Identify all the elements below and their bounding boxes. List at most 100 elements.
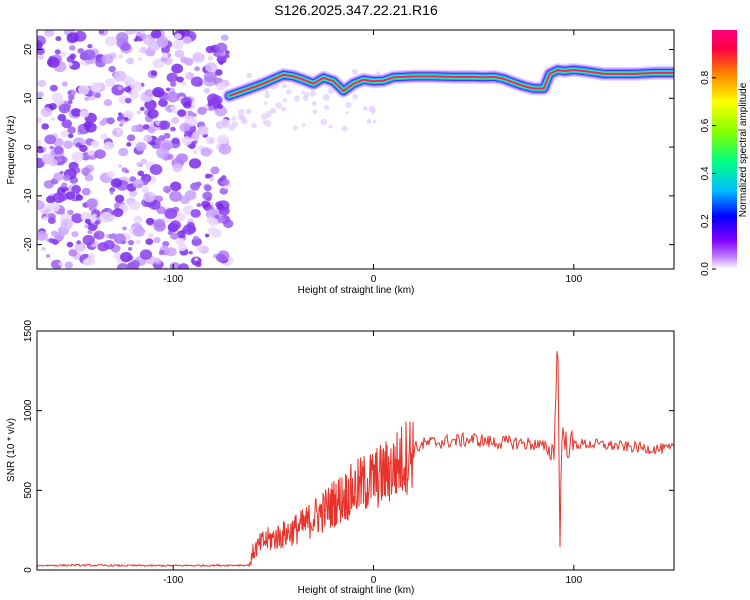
colorbar-label: Normalized spectral amplitude xyxy=(738,82,749,217)
spectrogram-y-ticks: -20 -10 0 10 20 xyxy=(23,44,674,252)
noise-blob xyxy=(71,231,79,238)
noise-blob xyxy=(84,96,90,102)
noise-blob xyxy=(177,109,187,117)
noise-blob xyxy=(206,216,215,224)
noise-blob xyxy=(147,127,152,132)
noise-blob xyxy=(37,147,44,154)
noise-blob xyxy=(37,91,44,98)
noise-blob xyxy=(172,39,184,50)
spectrogram-x-ticks: -100 0 100 xyxy=(163,30,583,285)
noise-blob xyxy=(263,101,268,105)
noise-blob xyxy=(150,30,162,39)
y-tick-label: 20 xyxy=(23,44,34,56)
noise-blob xyxy=(180,56,188,64)
noise-blob xyxy=(51,259,63,269)
noise-blob xyxy=(119,123,124,127)
noise-blob xyxy=(144,89,154,97)
noise-blob xyxy=(67,126,76,134)
noise-blob xyxy=(67,62,73,67)
noise-blob xyxy=(341,125,348,132)
noise-blob xyxy=(193,235,199,241)
noise-blob xyxy=(57,157,63,163)
noise-blob xyxy=(175,237,185,246)
spectrogram-x-label: Height of straight line (km) xyxy=(298,285,415,296)
noise-blob xyxy=(281,83,287,89)
noise-blob xyxy=(126,142,132,147)
noise-blob xyxy=(147,232,155,239)
noise-blob xyxy=(48,237,55,244)
noise-blob xyxy=(170,232,179,240)
y-tick-label: 500 xyxy=(23,482,34,499)
noise-blob xyxy=(49,202,61,212)
noise-blob xyxy=(231,116,237,122)
noise-blob xyxy=(108,65,116,73)
noise-blob xyxy=(74,242,86,252)
noise-blob xyxy=(164,208,178,220)
noise-blob xyxy=(57,208,66,215)
noise-blob xyxy=(262,120,267,125)
noise-blob xyxy=(81,187,91,196)
colorbar-tick-label: 0.0 xyxy=(700,262,711,276)
noise-region xyxy=(37,30,381,269)
noise-blob xyxy=(159,120,171,130)
noise-blob xyxy=(174,33,182,40)
noise-blob xyxy=(114,194,125,203)
noise-blob xyxy=(177,243,187,252)
noise-blob xyxy=(117,85,123,91)
noise-blob xyxy=(82,49,96,61)
y-tick-label: -20 xyxy=(23,237,34,252)
noise-blob xyxy=(37,40,43,50)
noise-blob xyxy=(87,150,95,156)
noise-blob xyxy=(205,209,218,220)
noise-blob xyxy=(264,89,269,94)
noise-blob xyxy=(153,237,161,244)
noise-blob xyxy=(90,140,100,148)
x-tick-label: 100 xyxy=(565,274,582,285)
noise-blob xyxy=(41,123,49,130)
noise-blob xyxy=(136,161,142,167)
noise-blob xyxy=(41,247,46,252)
noise-blob xyxy=(128,240,135,246)
noise-blob xyxy=(107,170,116,178)
colorbar-ticks: 0.0 0.2 0.4 0.6 0.8 xyxy=(700,70,716,276)
noise-blob xyxy=(194,66,200,72)
noise-blob xyxy=(197,125,209,136)
noise-blob xyxy=(171,137,180,145)
noise-blob xyxy=(311,100,317,106)
noise-blob xyxy=(67,94,75,101)
noise-blob xyxy=(42,216,48,221)
noise-blob xyxy=(111,84,125,96)
noise-blob xyxy=(292,125,298,131)
noise-blob xyxy=(87,229,93,235)
noise-blob xyxy=(109,191,114,195)
noise-blob xyxy=(322,93,330,101)
noise-blob xyxy=(139,33,147,40)
noise-blob xyxy=(66,32,80,43)
y-tick-label: 1500 xyxy=(23,319,34,342)
noise-blob xyxy=(301,90,305,95)
noise-blob xyxy=(217,216,226,223)
noise-blob xyxy=(57,114,67,122)
noise-blob xyxy=(170,126,176,132)
noise-blob xyxy=(145,238,154,245)
noise-blob xyxy=(147,108,159,119)
noise-blob xyxy=(238,108,245,116)
noise-blob xyxy=(100,133,108,140)
noise-blob xyxy=(71,213,84,224)
noise-blob xyxy=(281,106,287,112)
noise-blob xyxy=(324,104,330,110)
noise-blob xyxy=(193,140,198,144)
noise-blob xyxy=(113,70,127,82)
noise-blob xyxy=(189,73,195,78)
noise-blob xyxy=(64,261,73,269)
noise-blob xyxy=(224,53,230,59)
noise-blob xyxy=(169,262,181,269)
noise-blob xyxy=(218,51,226,57)
noise-blob xyxy=(94,149,106,159)
noise-blob xyxy=(110,178,122,188)
noise-blob xyxy=(67,90,72,95)
noise-blob xyxy=(69,53,77,60)
noise-blob xyxy=(215,42,228,53)
noise-blob xyxy=(245,108,252,115)
